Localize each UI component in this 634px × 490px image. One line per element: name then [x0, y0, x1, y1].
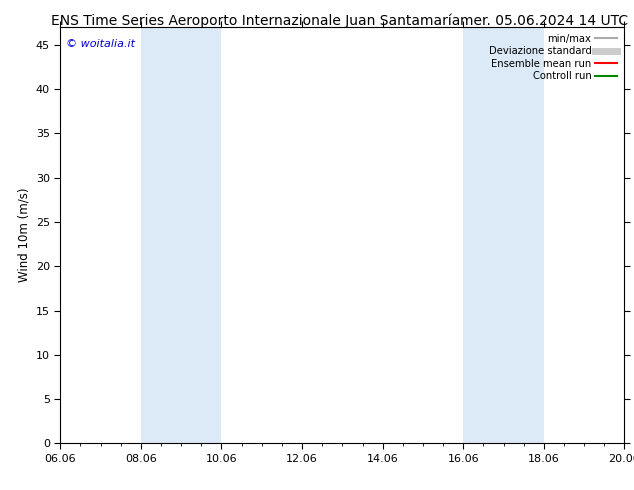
Bar: [141, 27, 221, 443]
Text: ENS Time Series Aeroporto Internazionale Juan Santamaría: ENS Time Series Aeroporto Internazionale…: [51, 14, 460, 28]
Text: mer. 05.06.2024 14 UTC: mer. 05.06.2024 14 UTC: [460, 14, 628, 28]
Bar: [463, 27, 544, 443]
Text: © woitalia.it: © woitalia.it: [66, 40, 135, 49]
Y-axis label: Wind 10m (m/s): Wind 10m (m/s): [17, 188, 30, 282]
Legend: min/max, Deviazione standard, Ensemble mean run, Controll run: min/max, Deviazione standard, Ensemble m…: [487, 32, 619, 83]
